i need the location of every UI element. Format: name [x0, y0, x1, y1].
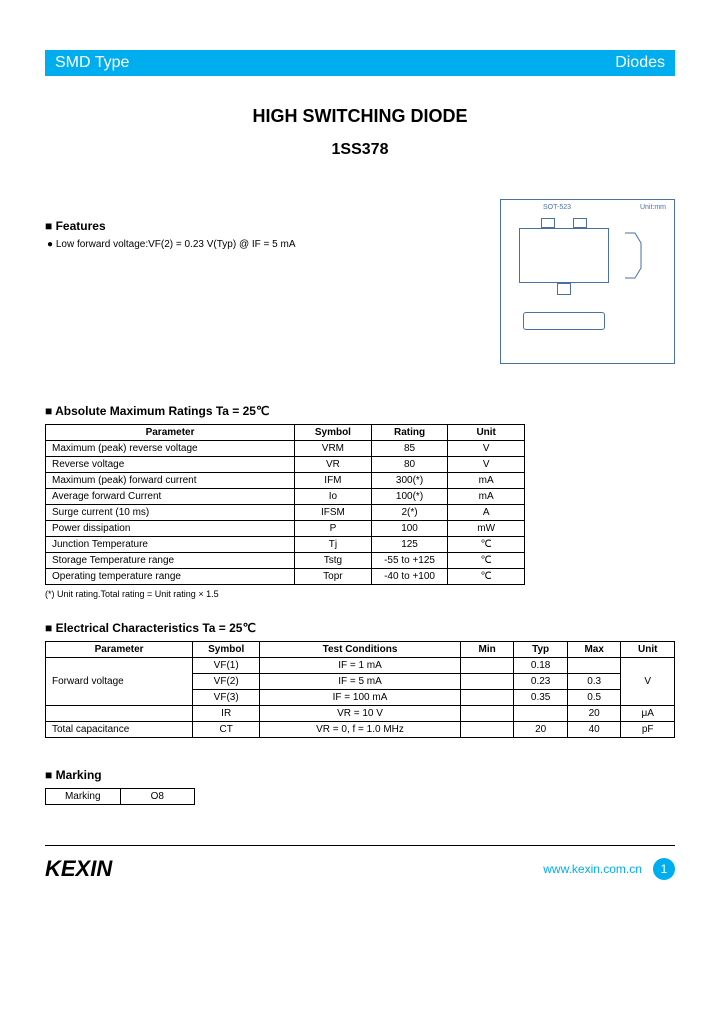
ec-col-6: Unit: [621, 642, 675, 658]
ec-heading: Electrical Characteristics Ta = 25℃: [45, 621, 675, 635]
col-rating: Rating: [371, 425, 448, 441]
pkg-label-unit: Unit:mm: [640, 204, 666, 211]
ec-col-1: Symbol: [193, 642, 260, 658]
pkg-label-top: SOT-523: [543, 204, 571, 211]
package-diagram: SOT-523 Unit:mm: [500, 199, 675, 364]
marking-table: Marking O8: [45, 788, 195, 805]
ec-col-4: Typ: [514, 642, 568, 658]
table-row: Total capacitanceCTVR = 0, f = 1.0 MHz20…: [46, 722, 675, 738]
page-number-badge: 1: [653, 858, 675, 880]
table-row: Operating temperature rangeTopr-40 to +1…: [46, 569, 525, 585]
header-bar: SMD Type Diodes: [45, 50, 675, 76]
ec-col-0: Parameter: [46, 642, 193, 658]
marking-value: O8: [120, 789, 195, 805]
table-row: Storage Temperature rangeTstg-55 to +125…: [46, 553, 525, 569]
marking-label: Marking: [46, 789, 121, 805]
col-symbol: Symbol: [295, 425, 372, 441]
col-parameter: Parameter: [46, 425, 295, 441]
table-row: Surge current (10 ms)IFSM2(*)A: [46, 505, 525, 521]
col-unit: Unit: [448, 425, 525, 441]
table-row: Maximum (peak) forward currentIFM300(*)m…: [46, 473, 525, 489]
table-row: Junction TemperatureTj125℃: [46, 537, 525, 553]
part-number: 1SS378: [45, 141, 675, 159]
table-row: Power dissipationP100mW: [46, 521, 525, 537]
features-heading: Features: [45, 219, 500, 233]
abs-note: (*) Unit rating.Total rating = Unit rati…: [45, 589, 675, 599]
table-row: IRVR = 10 V20μA: [46, 706, 675, 722]
footer: KEXIN www.kexin.com.cn 1: [45, 845, 675, 882]
footer-url: www.kexin.com.cn: [543, 862, 642, 876]
table-row: Reverse voltageVR80V: [46, 457, 525, 473]
table-row: Forward voltageVF(1)IF = 1 mA0.18V: [46, 658, 675, 674]
marking-heading: Marking: [45, 768, 675, 782]
table-row: Average forward CurrentIo100(*)mA: [46, 489, 525, 505]
brand-logo: KEXIN: [45, 856, 112, 882]
ec-table: Parameter Symbol Test Conditions Min Typ…: [45, 641, 675, 738]
page-title: HIGH SWITCHING DIODE: [45, 106, 675, 127]
feature-item: Low forward voltage:VF(2) = 0.23 V(Typ) …: [47, 239, 500, 250]
table-row: Maximum (peak) reverse voltageVRM85V: [46, 441, 525, 457]
header-left: SMD Type: [55, 54, 129, 72]
ec-col-2: Test Conditions: [260, 642, 461, 658]
abs-max-heading: Absolute Maximum Ratings Ta = 25℃: [45, 404, 675, 418]
abs-max-table: Parameter Symbol Rating Unit Maximum (pe…: [45, 424, 525, 585]
ec-col-3: Min: [460, 642, 514, 658]
ec-col-5: Max: [567, 642, 621, 658]
header-right: Diodes: [615, 54, 665, 72]
